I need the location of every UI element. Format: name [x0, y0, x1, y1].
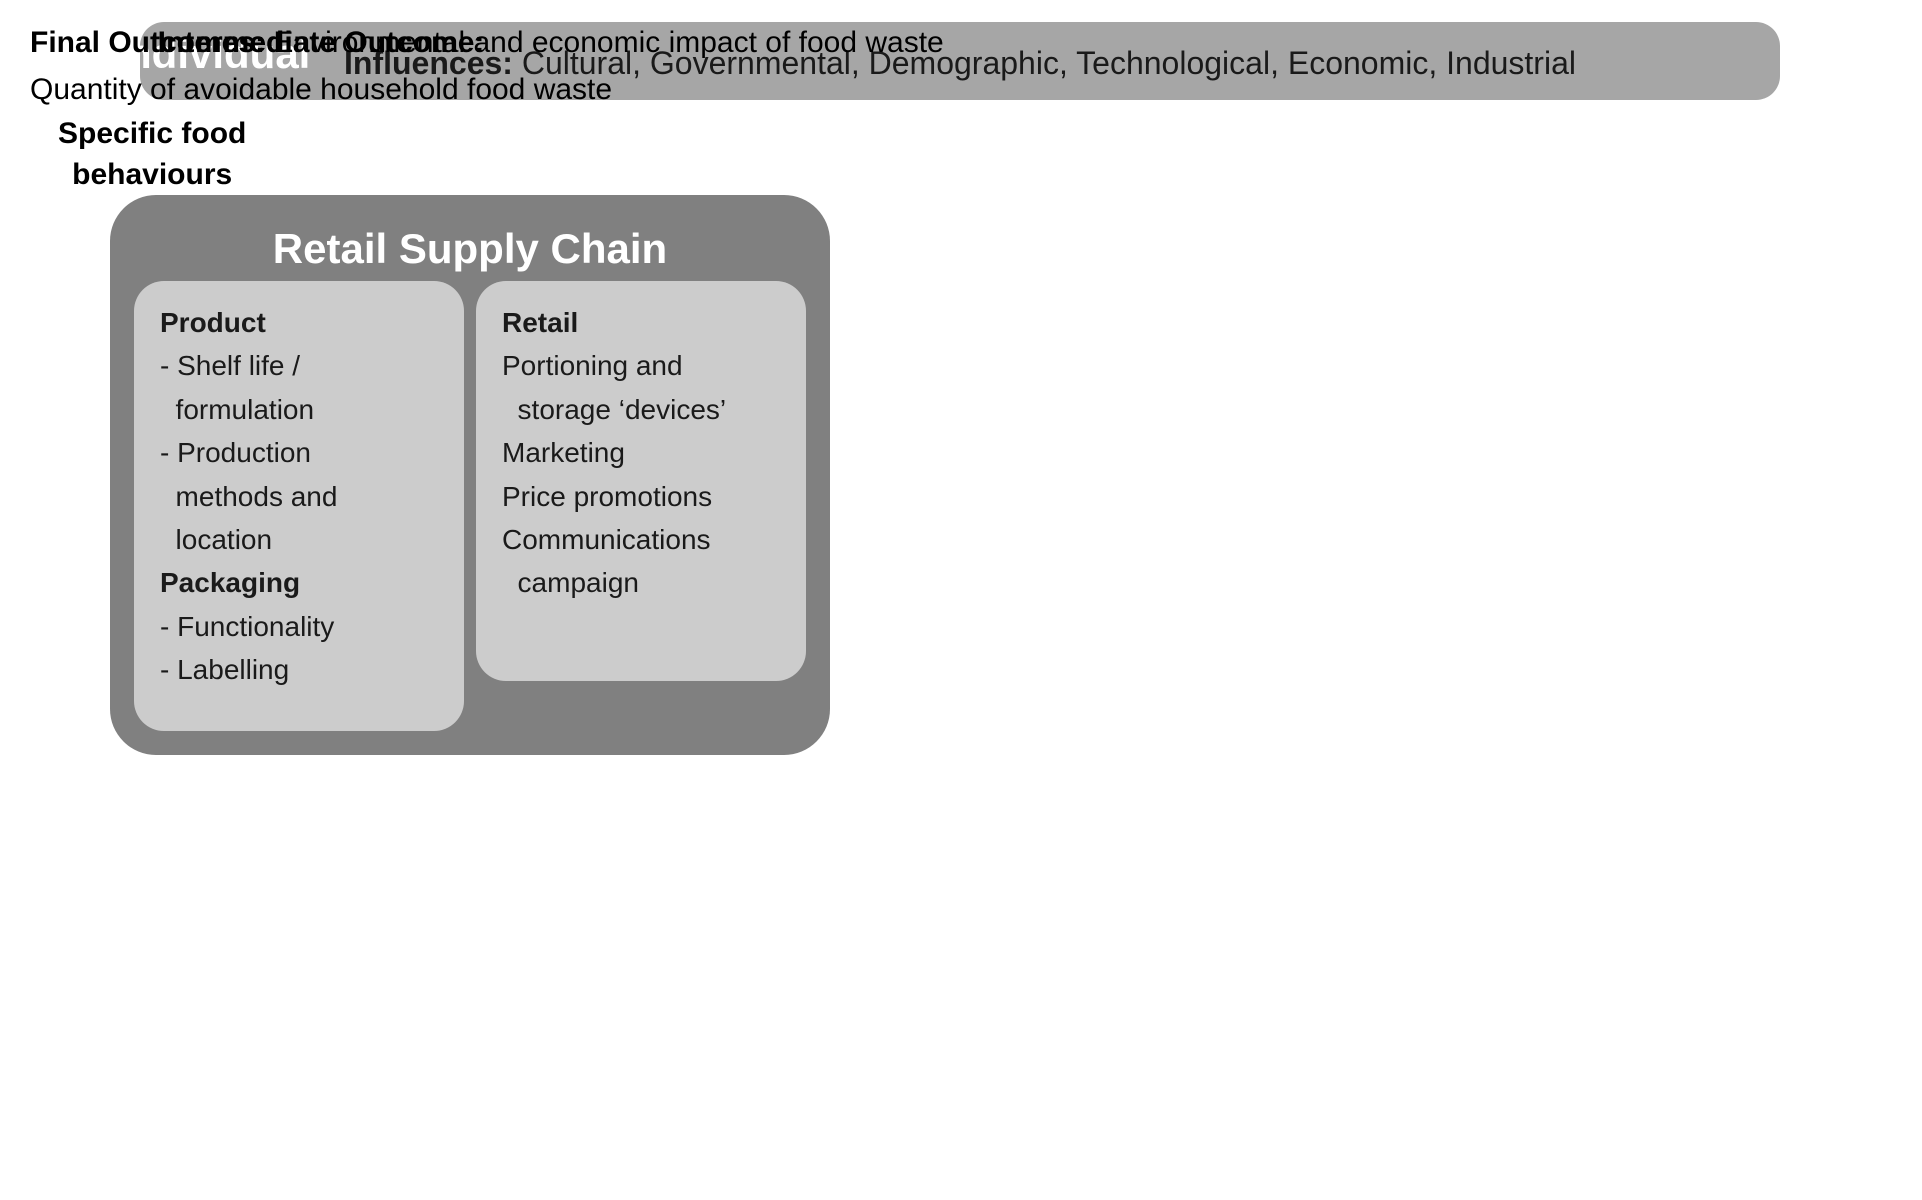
retail-title: Retail Supply Chain — [138, 225, 802, 273]
final-label: Final Outcomes: — [30, 26, 265, 59]
retail-box: RetailPortioning and storage ‘devices’Ma… — [476, 281, 806, 681]
retail-supply-chain-panel: Retail Supply Chain Product- Shelf life … — [110, 195, 830, 755]
product-packaging-box: Product- Shelf life / formulation- Produ… — [134, 281, 464, 731]
specific-line2: behaviours — [72, 158, 232, 191]
diagram-stage: Influences: Cultural, Governmental, Demo… — [0, 0, 1922, 1200]
final-text: Environmental and economic impact of foo… — [265, 26, 944, 59]
final-outcomes-box: Final Outcomes: Environmental and econom… — [0, 0, 974, 87]
